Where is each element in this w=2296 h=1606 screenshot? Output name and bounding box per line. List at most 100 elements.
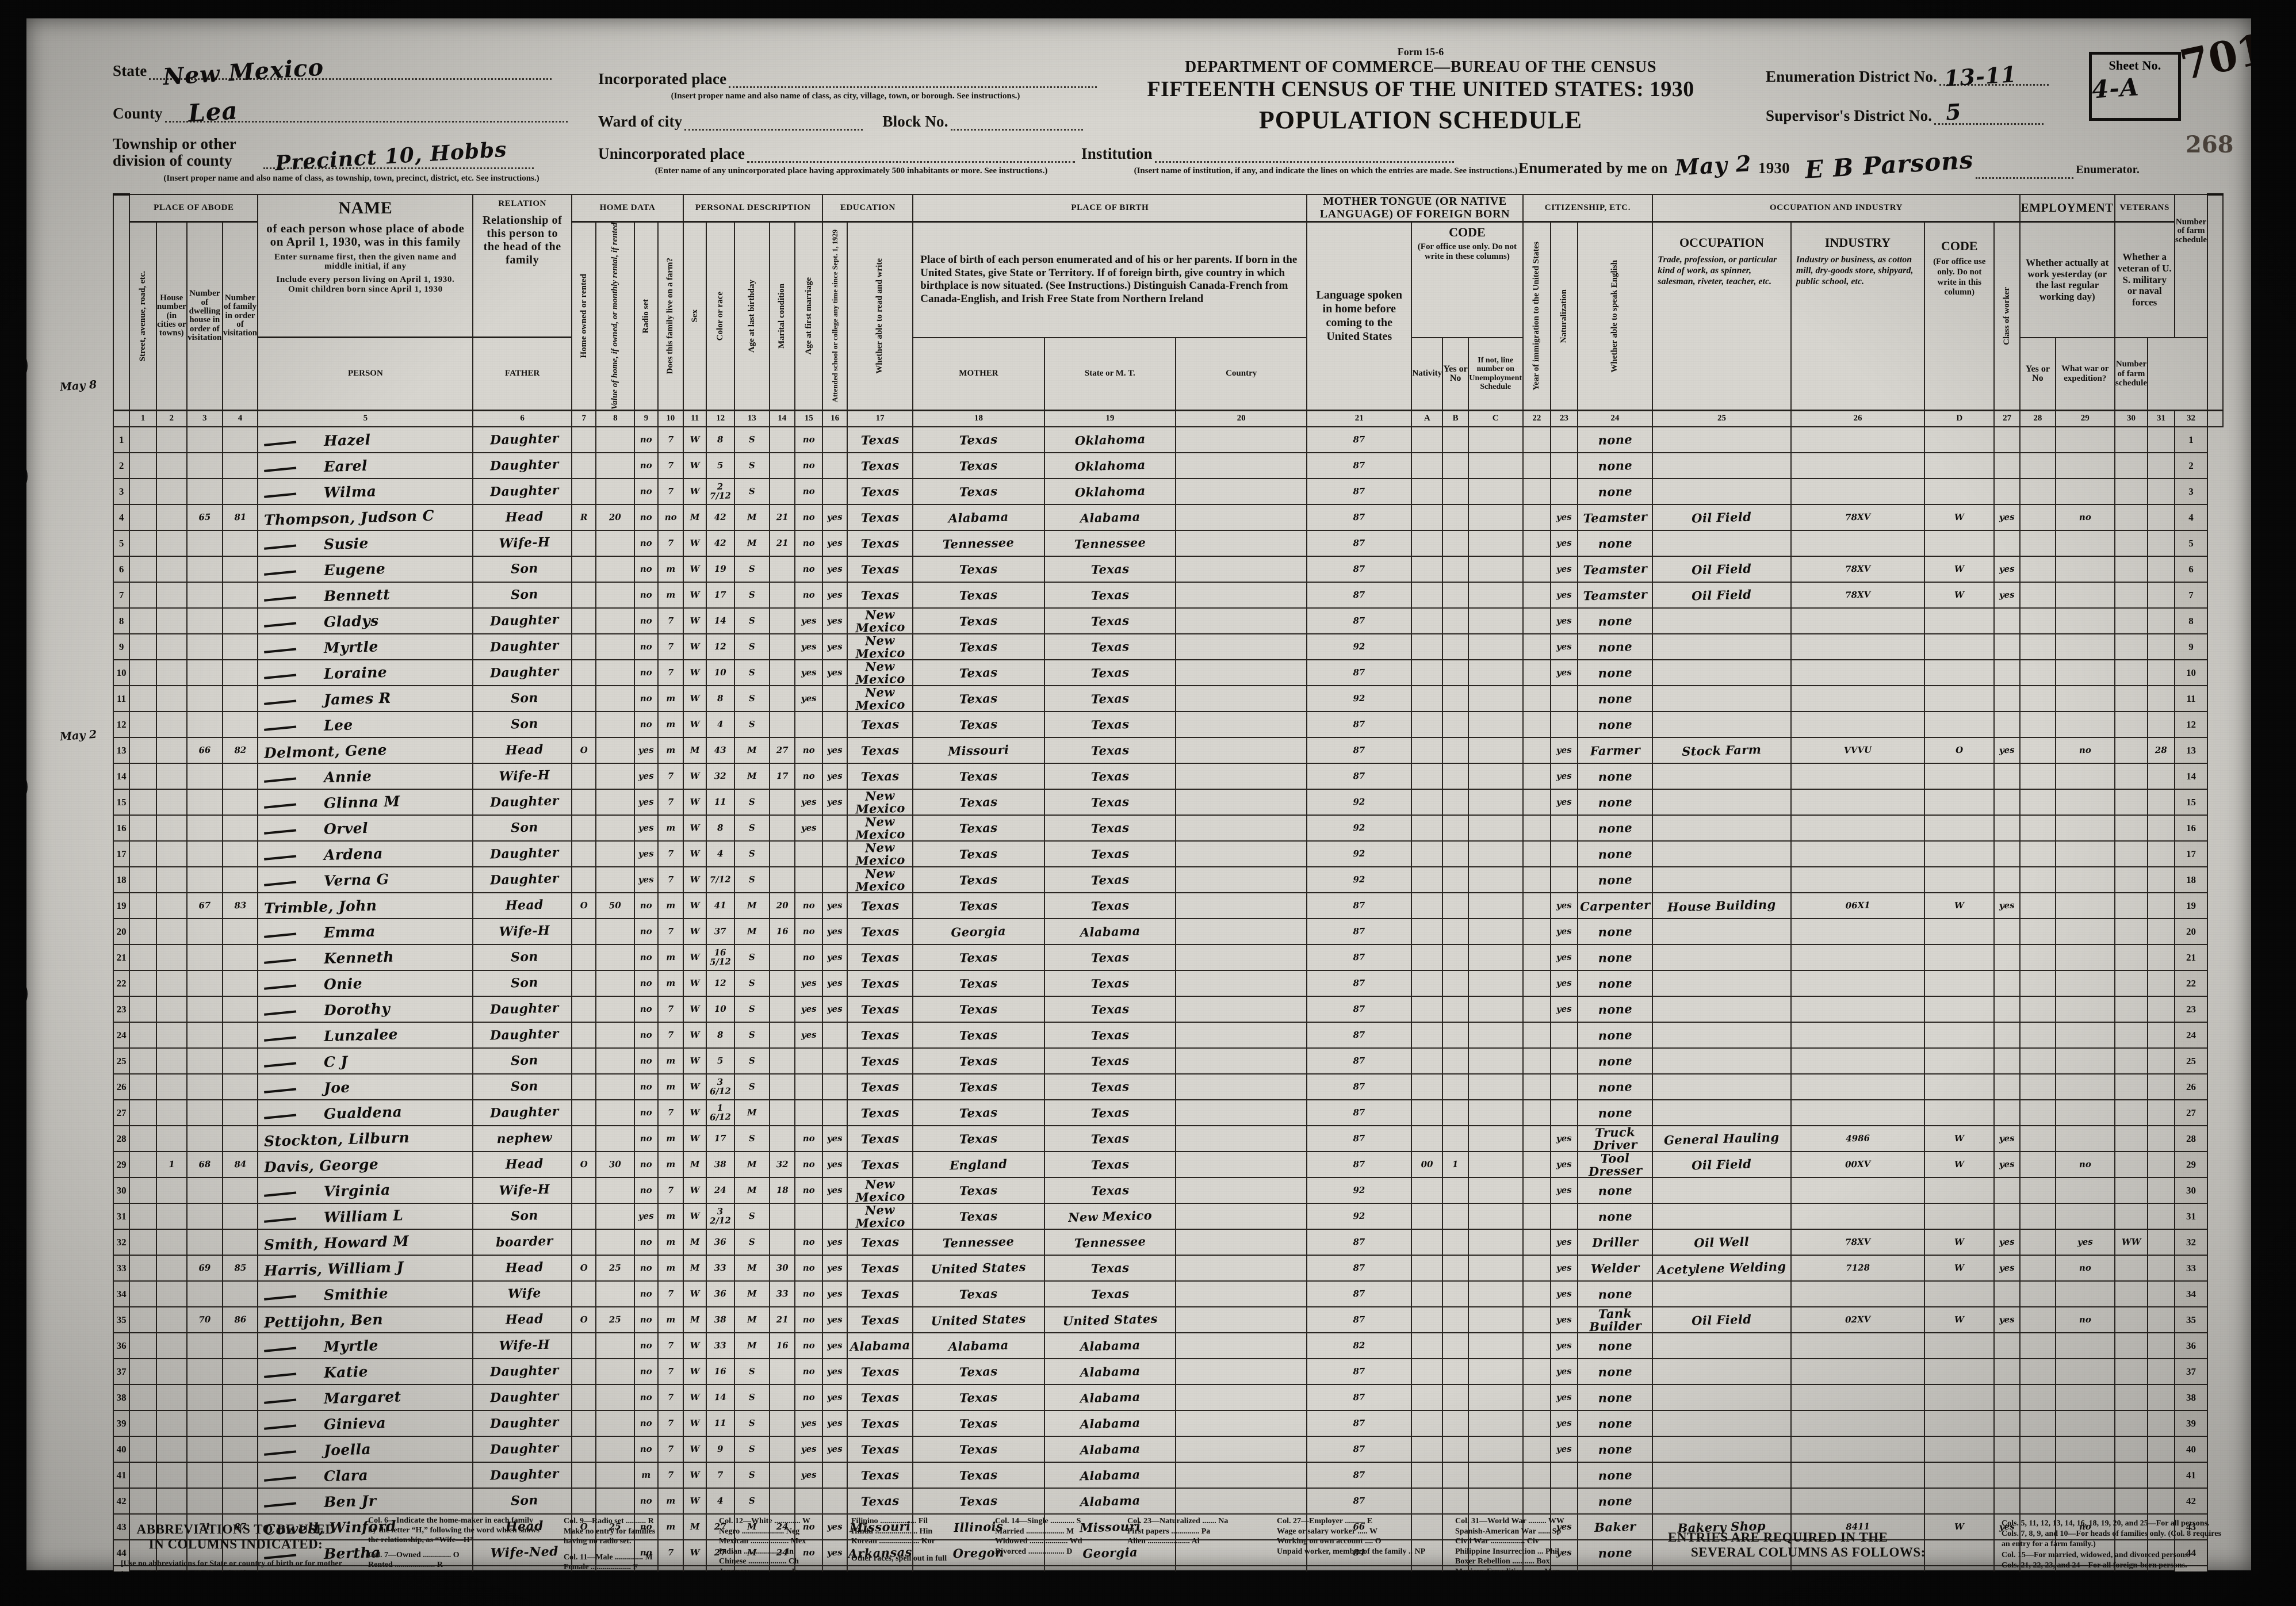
cell-family-number: [221, 814, 259, 842]
table-row[interactable]: 26 Joe Son no m W 3 6/12 S Texas Texas Texas 87 none…: [112, 1072, 2223, 1102]
cell-naturalization: [1522, 607, 1551, 634]
table-row[interactable]: 14 Annie Wife-H yes 7 W 32 M 17 no yes Texas Texas Te…: [112, 761, 2223, 791]
row-line-number-right: 27: [2173, 1099, 2209, 1126]
table-row[interactable]: 31 William L Son yes m W 3 2/12 S New Mexico Texa…: [112, 1201, 2223, 1232]
cell-attended-school: [794, 1488, 823, 1515]
table-row[interactable]: 30 Virginia Wife-H no 7 W 24 M 18 no yes New Mexico…: [112, 1175, 2223, 1206]
sheet-number-box[interactable]: Sheet No. 4-A: [2089, 52, 2181, 121]
cell-speak-english: [1550, 1073, 1578, 1100]
cell-mother-tongue: [1175, 476, 1307, 506]
table-row[interactable]: 43 71 87 Cowell, Winford Head O 25 no m M 27 M 24 no y…: [112, 1512, 2223, 1542]
table-row[interactable]: 18 Verna G Daughter yes 7 W 7/12 S New Mexico Tex…: [112, 865, 2223, 895]
table-row[interactable]: 5 Susie Wife-H no 7 W 42 M 21 no yes Texas Tennessee…: [112, 528, 2223, 559]
table-row[interactable]: 35 70 86 Pettijohn, Ben Head O 25 no m M 38 M 21 no ye…: [112, 1305, 2223, 1335]
table-row[interactable]: 27 Gualdena Daughter no 7 W 1 6/12 M Texas Texas T…: [112, 1098, 2223, 1128]
cell-code-country: [1411, 1436, 1443, 1463]
cell-code-nativity: [1442, 504, 1469, 531]
table-row[interactable]: 4 65 81 Thompson, Judson C Head R 20 no no M 42 M 21…: [112, 502, 2223, 533]
cell-speak-english: yes: [1550, 659, 1578, 686]
cell-family-number: [221, 1435, 259, 1463]
cell-dwelling-number: [186, 659, 223, 686]
township-field[interactable]: Township or other division of county Pre…: [113, 135, 607, 183]
cell-dwelling-number: [186, 1047, 223, 1075]
cell-mother-tongue: [1175, 1356, 1307, 1386]
cell-radio-set: no: [634, 918, 659, 945]
cell-home-value: [595, 917, 635, 945]
table-row[interactable]: 12 Lee Son no m W 4 S Texas Texas Texas 87 none 12: [112, 709, 2223, 740]
cell-street: [129, 555, 157, 583]
cell-read-write: yes: [822, 582, 848, 609]
table-row[interactable]: 44 Bertha Wife-Ned no 7 W 27 M 24 no yes Arkansas Or…: [112, 1538, 2223, 1568]
table-row[interactable]: 36 Myrtle Wife-H no 7 W 33 M 16 no yes Alabama Alaba…: [112, 1330, 2223, 1361]
table-row[interactable]: 19 67 83 Trimble, John Head O 50 no m W 41 M 20 no yes…: [112, 890, 2223, 921]
cell-occupation-code: VVVU: [1790, 735, 1925, 765]
footer-code-entry: Spanish-American War ...... Sp: [1455, 1527, 1622, 1537]
table-row[interactable]: 33 69 85 Harris, William J Head O 25 no m M 33 M 30 n…: [112, 1253, 2223, 1283]
col15-heading: Age at first marriage: [794, 221, 824, 411]
cell-occupation-code: [1790, 1175, 1925, 1205]
cell-marital-condition: M: [734, 1280, 770, 1307]
table-row[interactable]: 42 Ben Jr Son no m W 4 S Texas Texas Alabama 87 none…: [112, 1486, 2223, 1516]
cell-home-value: [595, 1487, 635, 1515]
ward-field[interactable]: Ward of city Block No.: [598, 113, 1083, 131]
table-row[interactable]: 25 C J Son no m W 5 S Texas Texas Texas 87 none 25: [112, 1046, 2223, 1076]
cell-naturalization: [1522, 789, 1551, 816]
footer-code-entry: Wage or salary worker ..... W: [1277, 1527, 1444, 1537]
cell-code-country: [1411, 1462, 1443, 1489]
county-field[interactable]: County Lea: [113, 96, 568, 128]
cell-radio-set: no: [634, 1229, 659, 1256]
supervisors-district-field[interactable]: Supervisor's District No. 5: [1766, 98, 2044, 125]
cell-age-first-marriage: [768, 1229, 795, 1256]
table-row[interactable]: 17 Ardena Daughter yes 7 W 4 S New Mexico Texas Te…: [112, 839, 2223, 869]
cell-attended-school: no: [794, 1306, 823, 1333]
cell-home-owned: [571, 1462, 597, 1489]
cell-war-expedition: [2114, 504, 2148, 531]
incorporated-place-field[interactable]: Incorporated place (Insert proper name a…: [598, 70, 1097, 101]
table-row[interactable]: 29 1 68 84 Davis, George Head O 30 no m M 38 M 32 no ye…: [112, 1149, 2223, 1180]
cell-speak-english: [1550, 1022, 1578, 1049]
row-line-number-right: 38: [2173, 1383, 2209, 1411]
table-row[interactable]: 20 Emma Wife-H no 7 W 37 M 16 no yes Texas Georgia Al…: [112, 916, 2223, 947]
cell-farm-schedule: [2147, 633, 2175, 660]
enumerated-by-field[interactable]: Enumerated by me on May 2 1930 E B Parso…: [1518, 146, 2140, 184]
cell-year-immigration: [1468, 995, 1524, 1023]
cell-birthplace-mother: Alabama: [1044, 1382, 1176, 1412]
cell-birthplace-person: Texas: [847, 943, 913, 972]
footer-code-value: WW: [1548, 1517, 1564, 1525]
enumeration-district-field[interactable]: Enumeration District No. 13-11: [1766, 61, 2049, 91]
cell-birthplace-father: Texas: [912, 1434, 1045, 1464]
institution-field[interactable]: Institution (Insert name of institution,…: [1081, 145, 1570, 176]
unincorporated-field[interactable]: Unincorporated place (Enter name of any …: [598, 145, 1104, 176]
cell-radio-set: no: [634, 944, 659, 971]
cell-birthplace-person: Texas: [847, 1047, 913, 1075]
cell-radio-set: yes: [634, 789, 659, 816]
cell-home-value: [595, 762, 635, 790]
state-field[interactable]: State New Mexico: [113, 53, 552, 91]
table-row[interactable]: 34 Smithie Wife no 7 W 36 M 33 no yes Texas Texas Tex…: [112, 1279, 2223, 1309]
cell-attended-school: no: [794, 1125, 823, 1152]
cell-unemployment-line: [2019, 892, 2056, 919]
